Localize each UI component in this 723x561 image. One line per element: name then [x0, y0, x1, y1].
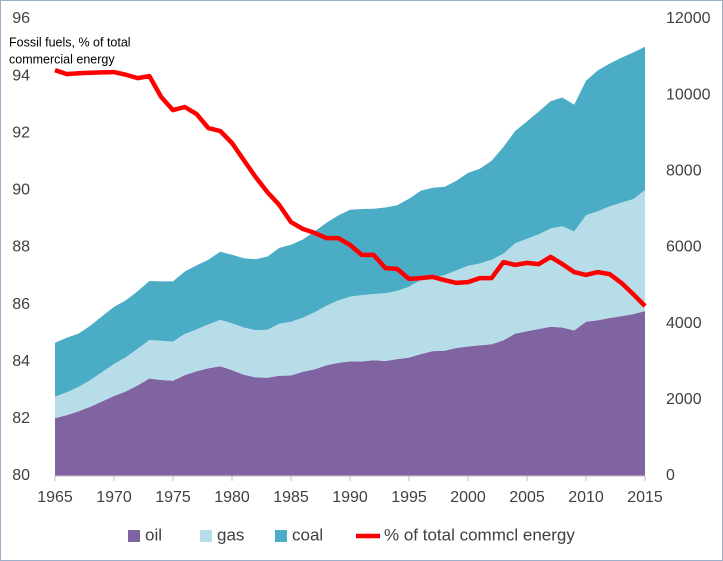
annotation: commercial energy	[9, 52, 115, 66]
x-tick-label: 1965	[37, 489, 73, 506]
y2-tick-label: 0	[666, 467, 675, 484]
plot-area	[54, 46, 647, 476]
y-tick-label: 94	[12, 67, 30, 84]
legend-swatch	[275, 530, 287, 542]
x-tick-label: 1990	[332, 489, 368, 506]
y-tick-label: 96	[12, 10, 30, 27]
x-tick-label: 1985	[273, 489, 309, 506]
x-tick-label: 2005	[509, 489, 545, 506]
y2-tick-label: 6000	[666, 239, 702, 256]
x-tick-label: 1975	[155, 489, 191, 506]
y-tick-label: 82	[12, 410, 30, 427]
annotation: Fossil fuels, % of total	[9, 35, 131, 49]
y-tick-label: 92	[12, 124, 30, 141]
x-tick-label: 2010	[568, 489, 604, 506]
legend-label: oil	[145, 525, 162, 544]
x-tick-label: 1980	[214, 489, 250, 506]
x-tick-label: 1970	[96, 489, 132, 506]
y2-tick-label: 4000	[666, 315, 702, 332]
y2-tick-label: 12000	[666, 10, 711, 27]
y-tick-label: 86	[12, 296, 30, 313]
y-tick-label: 90	[12, 182, 30, 199]
y-tick-label: 88	[12, 239, 30, 256]
area-oil	[55, 311, 645, 476]
line	[54, 67, 647, 308]
legend-swatch	[200, 530, 212, 542]
y2-tick-label: 10000	[666, 86, 711, 103]
legend-label: gas	[217, 525, 244, 544]
legend-label: coal	[292, 525, 323, 544]
area-coal	[55, 46, 645, 397]
x-tick-label: 2015	[627, 489, 663, 506]
y2-tick-label: 8000	[666, 163, 702, 180]
legend-swatch	[128, 530, 140, 542]
x-tick-label: 1995	[391, 489, 427, 506]
x-tick-label: 2000	[450, 489, 486, 506]
y-tick-label: 84	[12, 353, 30, 370]
y-tick-label: 80	[12, 467, 30, 484]
area-gas	[55, 190, 645, 419]
y2-tick-label: 2000	[666, 391, 702, 408]
legend-label: % of total commcl energy	[384, 525, 575, 544]
